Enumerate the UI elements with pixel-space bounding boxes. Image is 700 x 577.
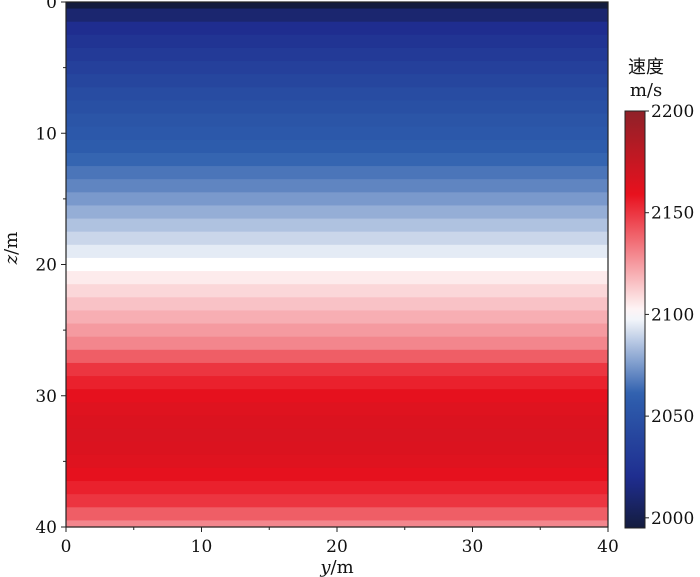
- colorbar-title-line1: 速度: [628, 57, 664, 78]
- heatmap-layer: [66, 257, 608, 272]
- heatmap-layer: [66, 467, 608, 482]
- heatmap-layer: [66, 126, 608, 141]
- heatmap-layer: [66, 507, 608, 522]
- heatmap-layer: [66, 415, 608, 430]
- x-axis-ticks: 0 10 20 30 40: [61, 527, 619, 557]
- heatmap-layer: [66, 61, 608, 75]
- x-tick-label: 10: [191, 537, 213, 557]
- y-tick-label: 10: [35, 124, 57, 144]
- heatmap-layer: [66, 8, 608, 23]
- heatmap-layer: [66, 362, 608, 377]
- y-tick-label: 20: [35, 256, 57, 276]
- heatmap-layer: [66, 336, 608, 351]
- heatmap-layer: [66, 271, 608, 285]
- heatmap-layer: [66, 231, 608, 246]
- x-axis-label: y/m: [319, 557, 353, 577]
- y-tick-label: 40: [35, 518, 57, 538]
- heatmap-layer: [66, 520, 608, 528]
- heatmap-layer: [66, 454, 608, 469]
- heatmap-layer: [66, 284, 608, 298]
- heatmap-layer: [66, 349, 608, 364]
- heatmap-layer: [66, 441, 608, 456]
- heatmap-layer: [66, 376, 608, 390]
- colorbar-tick-label: 2050: [651, 407, 694, 427]
- x-tick-label: 30: [462, 537, 484, 557]
- x-tick-label: 40: [597, 537, 619, 557]
- heatmap-layer: [66, 21, 608, 36]
- heatmap-layer: [66, 205, 608, 220]
- heatmap-layer: [66, 34, 608, 49]
- colorbar-ticks: 2000 2050 2100 2150 2200: [645, 102, 694, 529]
- heatmap-layer: [66, 428, 608, 443]
- heatmap-layer: [66, 166, 608, 180]
- heatmap-layer: [66, 100, 608, 115]
- heatmap-layer: [66, 87, 608, 102]
- colorbar-tick-label: 2200: [651, 102, 694, 122]
- heatmap-layer: [66, 323, 608, 338]
- heatmap-layer: [66, 2, 608, 10]
- y-axis-label: z/m: [1, 232, 22, 266]
- heatmap-layer: [66, 389, 608, 403]
- x-tick-label: 20: [326, 537, 348, 557]
- y-axis-ticks: 0 10 20 30 40: [35, 0, 66, 538]
- heatmap-layer: [66, 481, 608, 495]
- heatmap-layer: [66, 494, 608, 508]
- colorbar: [624, 110, 646, 529]
- heatmap-layer: [66, 402, 608, 417]
- x-tick-label: 0: [61, 537, 72, 557]
- colorbar-tick-label: 2100: [651, 305, 694, 325]
- heatmap-layer: [66, 244, 608, 259]
- heatmap-layers: [66, 2, 608, 528]
- heatmap-layer: [66, 192, 608, 207]
- colorbar-title-line2: m/s: [630, 80, 662, 101]
- heatmap-layer: [66, 310, 608, 325]
- heatmap-layer: [66, 218, 608, 233]
- heatmap-layer: [66, 74, 608, 88]
- heatmap-layer: [66, 297, 608, 312]
- y-tick-label: 30: [35, 387, 57, 407]
- heatmap-layer: [66, 139, 608, 154]
- heatmap-layer: [66, 179, 608, 193]
- heatmap-layer: [66, 47, 608, 62]
- y-tick-label: 0: [46, 0, 57, 13]
- colorbar-tick-label: 2000: [651, 509, 694, 529]
- colorbar-tick-label: 2150: [651, 204, 694, 224]
- heatmap-layer: [66, 113, 608, 128]
- heatmap-layer: [66, 152, 608, 167]
